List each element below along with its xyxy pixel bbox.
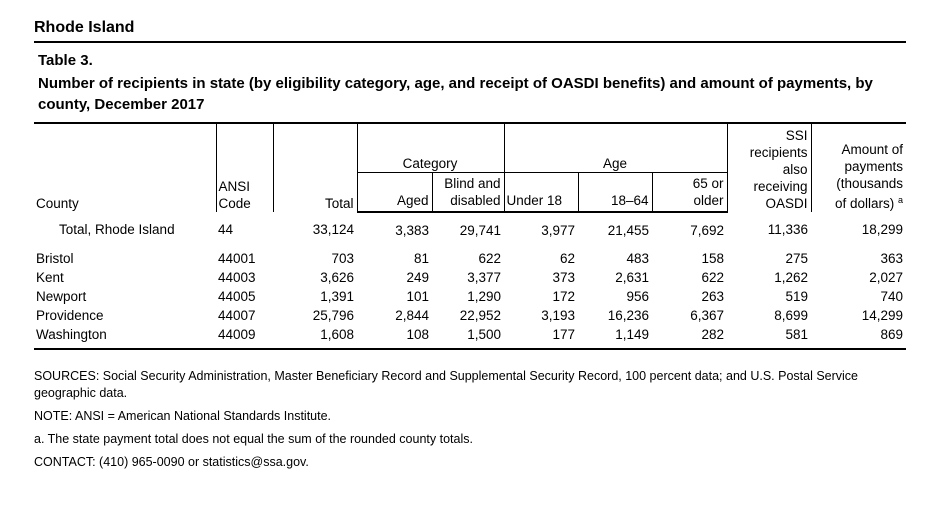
footnote-a: a. The state payment total does not equa… bbox=[34, 432, 473, 446]
header-18-64: 18–64 bbox=[577, 172, 652, 213]
sources-note: SOURCES: Social Security Administration,… bbox=[34, 369, 858, 400]
table-row: Newport 44005 1,391 101 1,290 172 956 26… bbox=[36, 289, 904, 304]
total-county: Total, Rhode Island bbox=[59, 222, 175, 237]
total-amount: 18,299 bbox=[861, 222, 904, 237]
table-row: Kent 44003 3,626 249 3,377 373 2,631 622… bbox=[36, 270, 904, 285]
header-aged: Aged bbox=[356, 172, 432, 213]
header-amount: Amount of payments (thousands of dollars) a bbox=[810, 124, 907, 212]
table-row: Washington 44009 1,608 108 1,500 177 1,1… bbox=[34, 325, 907, 350]
top-rule bbox=[34, 41, 906, 43]
contact-note: CONTACT: (410) 965-0090 or statistics@ss… bbox=[34, 455, 309, 469]
header-blind-disabled: Blind and disabled bbox=[431, 172, 504, 213]
total-row: Total, Rhode Island 44 33,124 3,383 29,7… bbox=[34, 212, 906, 241]
footnote-marker: a bbox=[898, 195, 904, 205]
total-blind-disabled: 29,741 bbox=[459, 222, 501, 238]
header-county: County bbox=[36, 196, 79, 211]
total-total: 33,124 bbox=[312, 222, 354, 237]
ansi-note: NOTE: ANSI = American National Standards… bbox=[34, 409, 332, 423]
header-ansi: ANSI Code bbox=[215, 124, 273, 212]
header-ssi-oasdi: SSI recipients also receiving OASDI bbox=[726, 124, 812, 212]
header-age-group: Age bbox=[503, 124, 728, 173]
table-row: Providence 44007 25,796 2,844 22,952 3,1… bbox=[36, 308, 904, 323]
total-18-64: 21,455 bbox=[607, 222, 649, 238]
header-under18: Under 18 bbox=[503, 172, 578, 213]
table-row: Bristol 44001 703 81 622 62 483 158 275 … bbox=[36, 251, 904, 266]
header-total: Total bbox=[272, 124, 357, 212]
table-caption: Number of recipients in state (by eligib… bbox=[38, 75, 873, 113]
table-label: Table 3. bbox=[38, 52, 93, 69]
state-title: Rhode Island bbox=[34, 19, 135, 36]
header-category-group: Category bbox=[356, 124, 504, 173]
total-ssi-oasdi: 11,336 bbox=[767, 222, 809, 237]
table-notes: SOURCES: Social Security Administration,… bbox=[34, 368, 894, 477]
total-aged: 3,383 bbox=[395, 222, 429, 238]
total-ansi: 44 bbox=[218, 222, 234, 237]
total-under18: 3,977 bbox=[541, 222, 575, 238]
table-top-rule bbox=[34, 122, 906, 124]
total-65-older: 7,692 bbox=[690, 222, 725, 238]
header-65-older: 65 or older bbox=[651, 172, 728, 213]
recipients-table: County ANSI Code Total Category Age SSI re… bbox=[34, 124, 907, 350]
